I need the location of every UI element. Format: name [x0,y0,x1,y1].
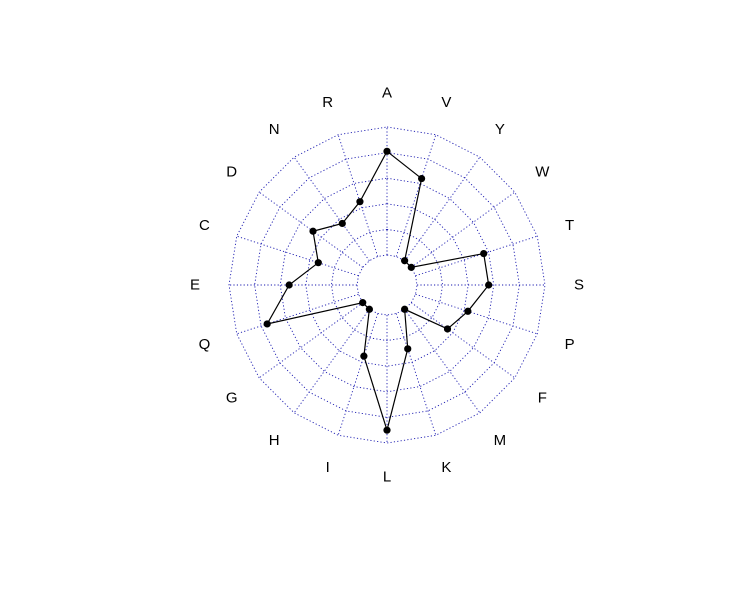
data-point-T [480,249,488,258]
category-label-W: W [535,164,550,181]
data-point-H [365,305,373,313]
data-point-C [314,259,322,267]
grid-ring-1 [330,228,444,342]
data-point-L [383,426,391,434]
data-point-Y [401,257,409,265]
category-label-Q: Q [199,336,211,353]
data-point-M [401,305,409,313]
spoke-P [415,293,538,335]
category-label-G: G [226,389,238,406]
spoke-V [395,134,437,257]
category-label-L: L [383,469,391,486]
data-point-V [417,174,426,183]
data-point-K [404,345,412,353]
spoke-C [236,235,359,277]
series-layer [263,147,493,434]
spoke-Y [404,156,481,261]
spoke-K [395,313,437,436]
grid-layer [228,126,546,444]
spoke-T [415,235,538,277]
spoke-M [404,309,481,414]
spoke-D [258,191,363,268]
spoke-N [293,156,370,261]
category-label-C: C [199,217,210,234]
grid-ring-5 [228,126,546,444]
data-point-A [383,147,391,155]
spoke-Q [236,293,359,335]
category-label-S: S [574,277,584,294]
category-label-P: P [565,336,575,353]
category-label-F: F [538,389,547,406]
grid-ring-2 [305,203,469,367]
category-label-M: M [494,432,507,449]
spoke-F [411,302,516,379]
data-point-W [407,263,415,271]
category-label-I: I [326,459,330,476]
spoke-I [337,313,379,436]
category-label-N: N [269,121,280,138]
category-label-H: H [269,432,280,449]
category-labels: A V Y W T S P F M K L I H G Q E C D N R [190,85,584,486]
data-point-R [356,198,364,206]
category-label-Y: Y [495,121,505,138]
data-point-Q [263,320,271,328]
category-label-R: R [322,94,333,111]
data-point-E [285,281,293,289]
spoke-R [337,134,379,257]
data-point-G [359,299,367,307]
spoke-H [293,309,370,414]
data-point-S [485,281,493,289]
data-point-N [338,219,346,228]
spoke-W [411,191,516,268]
grid-ring-3 [279,177,495,393]
category-label-D: D [226,164,237,181]
category-label-E: E [190,277,200,294]
category-label-V: V [441,94,451,111]
data-point-P [464,307,472,315]
spoke-G [258,302,363,379]
data-point-F [443,325,452,333]
data-point-D [309,227,317,235]
category-label-T: T [565,217,574,234]
category-label-A: A [382,85,392,102]
category-label-K: K [441,459,451,476]
data-point-I [360,352,368,360]
series-line-0 [265,150,490,433]
grid-ring-4 [254,152,520,418]
